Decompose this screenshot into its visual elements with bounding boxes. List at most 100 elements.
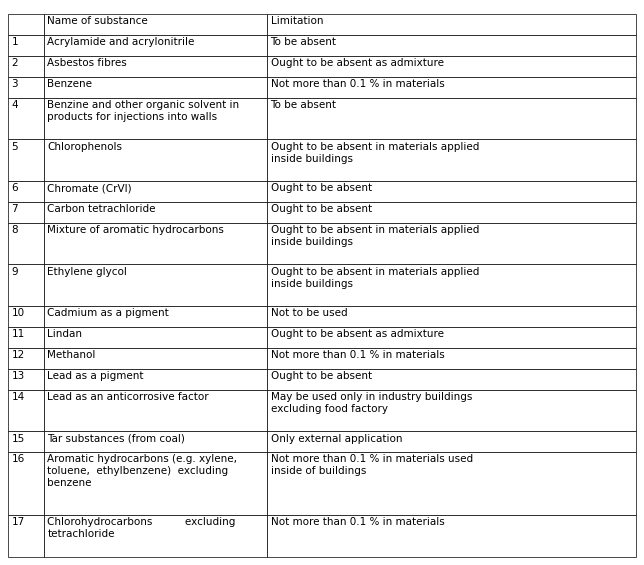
Bar <box>8 202 44 223</box>
Text: Name of substance: Name of substance <box>48 16 148 27</box>
Bar <box>267 431 636 452</box>
Bar <box>8 327 44 348</box>
Bar <box>267 98 636 140</box>
Text: Not to be used: Not to be used <box>270 308 347 319</box>
Bar <box>8 14 44 35</box>
Bar <box>8 35 44 56</box>
Bar <box>44 77 267 98</box>
Text: Aromatic hydrocarbons (e.g. xylene,
toluene,  ethylbenzene)  excluding
benzene: Aromatic hydrocarbons (e.g. xylene, tolu… <box>48 454 238 489</box>
Text: Ought to be absent in materials applied
inside buildings: Ought to be absent in materials applied … <box>270 142 479 163</box>
Bar <box>8 264 44 306</box>
Bar <box>44 515 267 557</box>
Bar <box>8 181 44 202</box>
Text: 16: 16 <box>12 454 25 464</box>
Text: Benzene: Benzene <box>48 79 93 89</box>
Text: Ought to be absent as admixture: Ought to be absent as admixture <box>270 58 444 68</box>
Bar <box>8 369 44 390</box>
Bar <box>44 14 267 35</box>
Text: Methanol: Methanol <box>48 350 96 360</box>
Text: 2: 2 <box>12 58 18 68</box>
Bar <box>267 390 636 431</box>
Bar <box>8 77 44 98</box>
Text: Ought to be absent in materials applied
inside buildings: Ought to be absent in materials applied … <box>270 267 479 289</box>
Bar <box>44 348 267 369</box>
Text: Chlorophenols: Chlorophenols <box>48 142 122 151</box>
Bar <box>44 390 267 431</box>
Text: 9: 9 <box>12 267 18 277</box>
Text: 10: 10 <box>12 308 24 319</box>
Text: 3: 3 <box>12 79 18 89</box>
Text: Ought to be absent in materials applied
inside buildings: Ought to be absent in materials applied … <box>270 225 479 247</box>
Text: Mixture of aromatic hydrocarbons: Mixture of aromatic hydrocarbons <box>48 225 224 235</box>
Bar <box>267 223 636 264</box>
Bar <box>8 98 44 140</box>
Bar <box>267 35 636 56</box>
Text: 17: 17 <box>12 517 25 527</box>
Text: May be used only in industry buildings
excluding food factory: May be used only in industry buildings e… <box>270 392 472 414</box>
Bar <box>267 14 636 35</box>
Bar <box>267 327 636 348</box>
Text: Ought to be absent: Ought to be absent <box>270 204 372 214</box>
Bar <box>8 56 44 77</box>
Text: 4: 4 <box>12 100 18 110</box>
Bar <box>44 35 267 56</box>
Text: To be absent: To be absent <box>270 37 337 47</box>
Text: To be absent: To be absent <box>270 100 337 110</box>
Bar <box>267 140 636 181</box>
Text: 13: 13 <box>12 371 25 381</box>
Text: Not more than 0.1 % in materials: Not more than 0.1 % in materials <box>270 79 444 89</box>
Text: Lindan: Lindan <box>48 329 82 340</box>
Text: Not more than 0.1 % in materials used
inside of buildings: Not more than 0.1 % in materials used in… <box>270 454 473 476</box>
Text: 5: 5 <box>12 142 18 151</box>
Bar <box>267 77 636 98</box>
Text: Ought to be absent: Ought to be absent <box>270 371 372 381</box>
Bar <box>44 181 267 202</box>
Bar <box>267 515 636 557</box>
Bar <box>267 306 636 327</box>
Text: Not more than 0.1 % in materials: Not more than 0.1 % in materials <box>270 350 444 360</box>
Text: Chlorohydrocarbons          excluding
tetrachloride: Chlorohydrocarbons excluding tetrachlori… <box>48 517 236 539</box>
Bar <box>44 98 267 140</box>
Text: Lead as an anticorrosive factor: Lead as an anticorrosive factor <box>48 392 209 402</box>
Text: Chromate (CrVI): Chromate (CrVI) <box>48 183 132 193</box>
Text: 15: 15 <box>12 433 25 444</box>
Text: Not more than 0.1 % in materials: Not more than 0.1 % in materials <box>270 517 444 527</box>
Bar <box>8 431 44 452</box>
Bar <box>44 369 267 390</box>
Text: Acrylamide and acrylonitrile: Acrylamide and acrylonitrile <box>48 37 194 47</box>
Text: 8: 8 <box>12 225 18 235</box>
Bar <box>8 348 44 369</box>
Bar <box>8 223 44 264</box>
Bar <box>44 56 267 77</box>
Text: Carbon tetrachloride: Carbon tetrachloride <box>48 204 156 214</box>
Text: Ethylene glycol: Ethylene glycol <box>48 267 128 277</box>
Bar <box>8 306 44 327</box>
Text: 1: 1 <box>12 37 18 47</box>
Text: Cadmium as a pigment: Cadmium as a pigment <box>48 308 169 319</box>
Bar <box>44 264 267 306</box>
Bar <box>8 515 44 557</box>
Text: 6: 6 <box>12 183 18 193</box>
Text: 14: 14 <box>12 392 25 402</box>
Text: 7: 7 <box>12 204 18 214</box>
Bar <box>8 140 44 181</box>
Bar <box>267 264 636 306</box>
Bar <box>44 327 267 348</box>
Bar <box>267 452 636 515</box>
Text: Ought to be absent as admixture: Ought to be absent as admixture <box>270 329 444 340</box>
Bar <box>44 431 267 452</box>
Bar <box>44 202 267 223</box>
Bar <box>44 306 267 327</box>
Text: Ought to be absent: Ought to be absent <box>270 183 372 193</box>
Bar <box>44 140 267 181</box>
Text: Limitation: Limitation <box>270 16 323 27</box>
Bar <box>267 348 636 369</box>
Bar <box>267 56 636 77</box>
Bar <box>267 202 636 223</box>
Bar <box>267 369 636 390</box>
Bar <box>44 452 267 515</box>
Bar <box>8 452 44 515</box>
Bar <box>44 223 267 264</box>
Text: Asbestos fibres: Asbestos fibres <box>48 58 127 68</box>
Bar <box>267 181 636 202</box>
